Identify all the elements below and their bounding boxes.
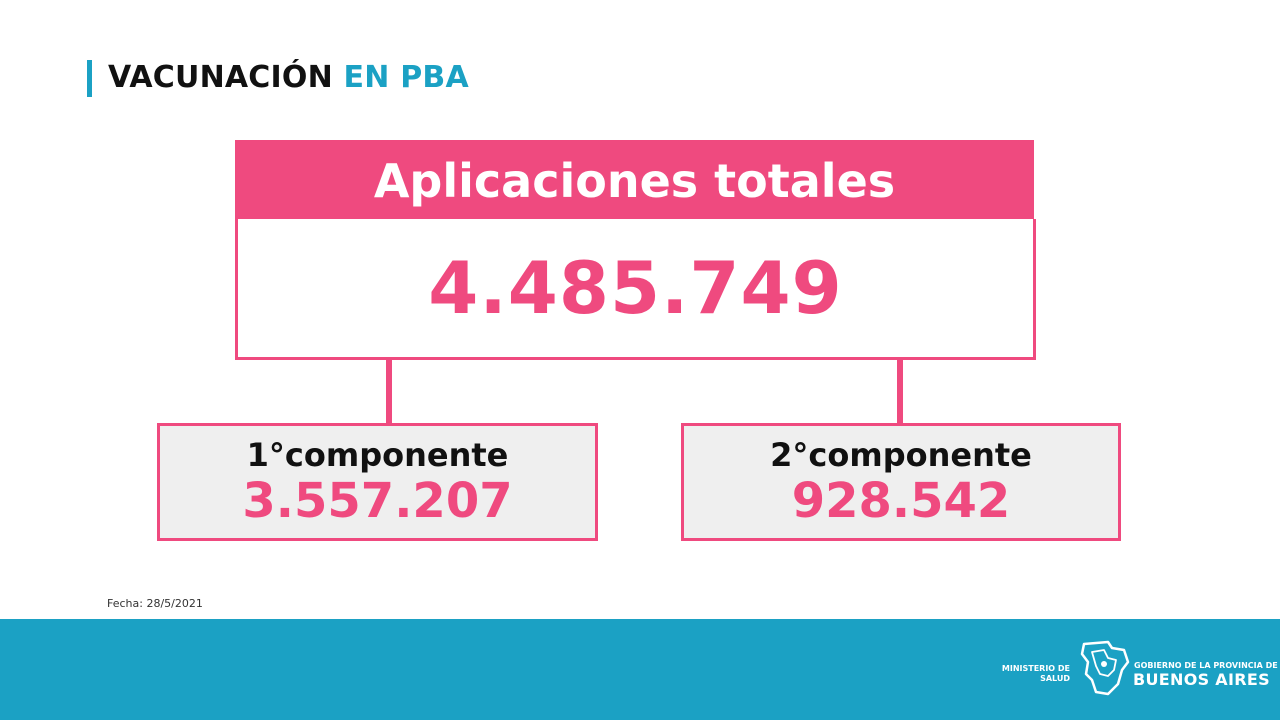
second-component-box: 2°componente 928.542 (681, 423, 1121, 541)
page-title-accent: EN PBA (343, 60, 469, 95)
connector-left (386, 357, 392, 426)
gobierno-big-label: BUENOS AIRES (1133, 670, 1270, 689)
first-component-box: 1°componente 3.557.207 (157, 423, 598, 541)
gobierno-small-label: GOBIERNO DE LA PROVINCIA DE (1134, 661, 1278, 670)
second-component-value: 928.542 (791, 473, 1011, 529)
title-accent-bar (87, 60, 92, 97)
first-component-label: 1°componente (246, 436, 509, 474)
footer-band (0, 619, 1280, 720)
province-map-icon (1080, 640, 1130, 696)
page-title-main: VACUNACIÓN (108, 60, 333, 95)
second-component-label: 2°componente (770, 436, 1032, 474)
ministerio-label: MINISTERIO DE SALUD (1001, 664, 1070, 683)
connector-right (897, 357, 903, 426)
total-applications-value: 4.485.749 (235, 219, 1036, 360)
page-title: VACUNACIÓN EN PBA (108, 58, 469, 98)
date-note: Fecha: 28/5/2021 (107, 597, 203, 610)
first-component-value: 3.557.207 (242, 473, 513, 529)
total-applications-label: Aplicaciones totales (235, 140, 1034, 221)
